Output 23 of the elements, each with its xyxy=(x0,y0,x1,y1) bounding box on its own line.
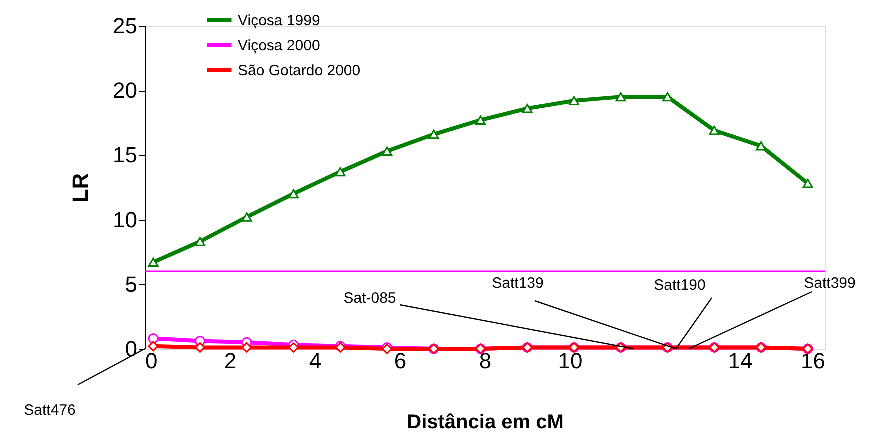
x-tick-label: 0 xyxy=(146,348,158,374)
annotation: Satt190 xyxy=(654,277,706,294)
annotation: Satt476 xyxy=(24,402,76,419)
x-tick-label: 10 xyxy=(558,348,583,374)
x-axis-title: Distância em cM xyxy=(407,412,564,434)
y-tick-label: 10 xyxy=(113,207,138,232)
x-tick-label: 8 xyxy=(479,348,492,374)
legend-label: São Gotardo 2000 xyxy=(238,62,361,80)
y-tick-label: 15 xyxy=(113,142,138,168)
x-tick-label: 14 xyxy=(728,348,753,374)
legend-label: Viçosa 2000 xyxy=(238,38,320,54)
y-tick-label: 5 xyxy=(125,272,138,297)
y-tick-label: 25 xyxy=(113,14,138,38)
x-tick-label: 16 xyxy=(801,348,826,374)
annotation: Satt399 xyxy=(804,275,856,292)
x-tick-label: 4 xyxy=(309,348,322,374)
x-tick-label: 6 xyxy=(394,348,407,374)
legend-label: Viçosa 1999 xyxy=(238,12,320,30)
annotation: Satt139 xyxy=(492,275,544,292)
y-axis-title: LR xyxy=(68,173,94,203)
x-tick-label: 2 xyxy=(224,348,237,374)
annotation: Sat-085 xyxy=(344,290,396,307)
y-tick-label: 20 xyxy=(113,78,138,104)
